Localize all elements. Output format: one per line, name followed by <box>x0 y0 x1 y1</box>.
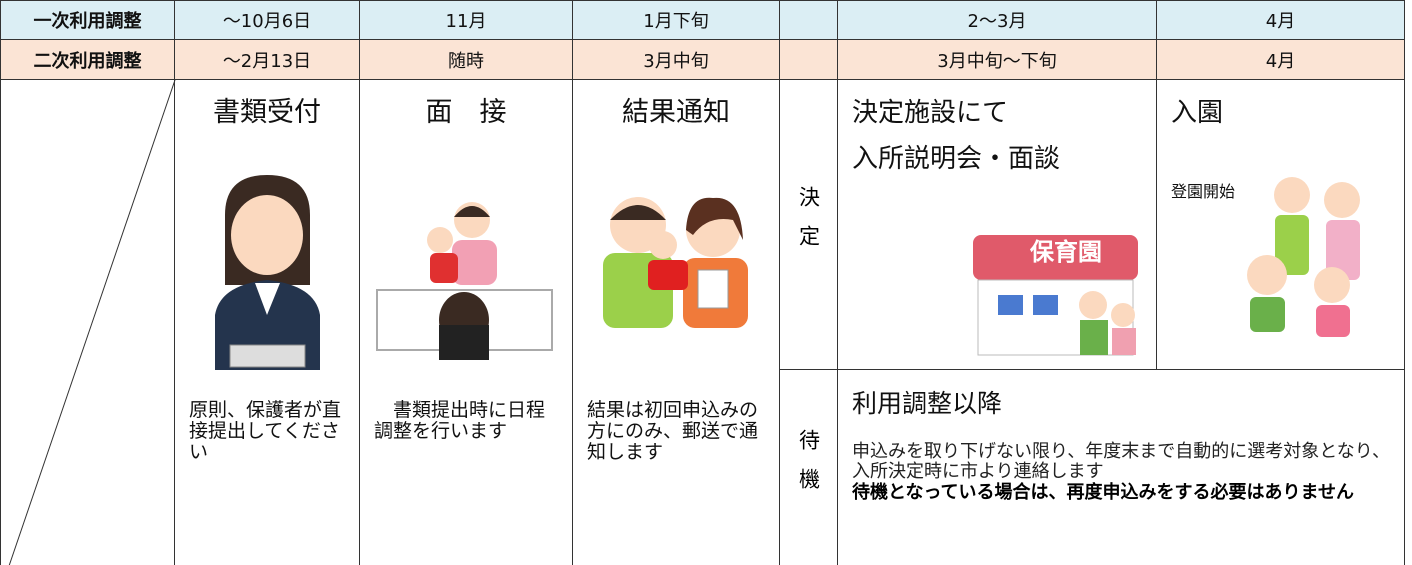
empty-cell <box>780 40 838 80</box>
enrollment-title: 入園 <box>1171 98 1224 128</box>
waiting-cell: 利用調整以降 申込みを取り下げない限り、年度末まで自動的に選考対象となり、入所決… <box>838 370 1405 565</box>
venue-title-line: 入所説明会・面談 <box>852 144 1061 174</box>
date-cell: 随時 <box>360 40 573 80</box>
step-note: 原則、保護者が直接提出してください <box>189 399 342 463</box>
illustration <box>376 202 553 360</box>
step-title: 書類受付 <box>213 97 321 128</box>
row-label: 二次利用調整 <box>0 40 175 80</box>
row-label: 一次利用調整 <box>0 0 175 40</box>
date-cell: 11月 <box>360 0 573 40</box>
step-cell: 結果通知 結果は初回申込みの方にのみ、郵送で通知します <box>573 80 780 565</box>
step-note: 書類提出時に日程調整を行います <box>374 399 546 442</box>
date-cell: 4月 <box>1157 0 1405 40</box>
illustration <box>215 175 320 370</box>
venue-cell: 決定施設にて 入所説明会・面談 保育園 <box>838 80 1157 370</box>
venue-title-line: 決定施設にて <box>852 98 1009 128</box>
waiting-emphasis: 待機となっている場合は、再度申込みをする必要はありません <box>852 482 1355 503</box>
step-cell: 書類受付 原則、保護者が直接提出してください <box>175 80 360 565</box>
step-cell: 面 接 書類提出時に日程調整を行います <box>360 80 573 565</box>
illustration <box>1247 177 1360 337</box>
status-label: 決定 <box>780 80 838 370</box>
date-cell: ～10月6日 <box>175 0 360 40</box>
waiting-text: 申込みを取り下げない限り、年度末まで自動的に選考対象となり、入所決定時に市より連… <box>852 441 1391 482</box>
date-cell: 1月下旬 <box>573 0 780 40</box>
date-cell: 3月中旬 <box>573 40 780 80</box>
step-note: 結果は初回申込みの方にのみ、郵送で通知します <box>587 399 759 463</box>
date-cell: 4月 <box>1157 40 1405 80</box>
empty-cell <box>780 0 838 40</box>
illustration <box>603 197 748 328</box>
date-cell: ～2月13日 <box>175 40 360 80</box>
waiting-title: 利用調整以降 <box>852 389 1003 418</box>
date-cell: 2～3月 <box>838 0 1157 40</box>
step-title: 結果通知 <box>622 97 730 128</box>
illustration <box>973 235 1138 356</box>
step-title: 面 接 <box>425 97 507 128</box>
venue-title: 決定施設にて 入所説明会・面談 <box>852 90 1060 182</box>
sign-text: 保育園 <box>1030 238 1102 266</box>
diagonal <box>8 79 176 565</box>
enrollment-note: 登園開始 <box>1171 182 1236 201</box>
status-label: 待機 <box>780 370 838 565</box>
date-cell: 3月中旬～下旬 <box>838 40 1157 80</box>
enrollment-cell: 入園 登園開始 <box>1157 80 1405 370</box>
empty-cell <box>0 79 176 565</box>
